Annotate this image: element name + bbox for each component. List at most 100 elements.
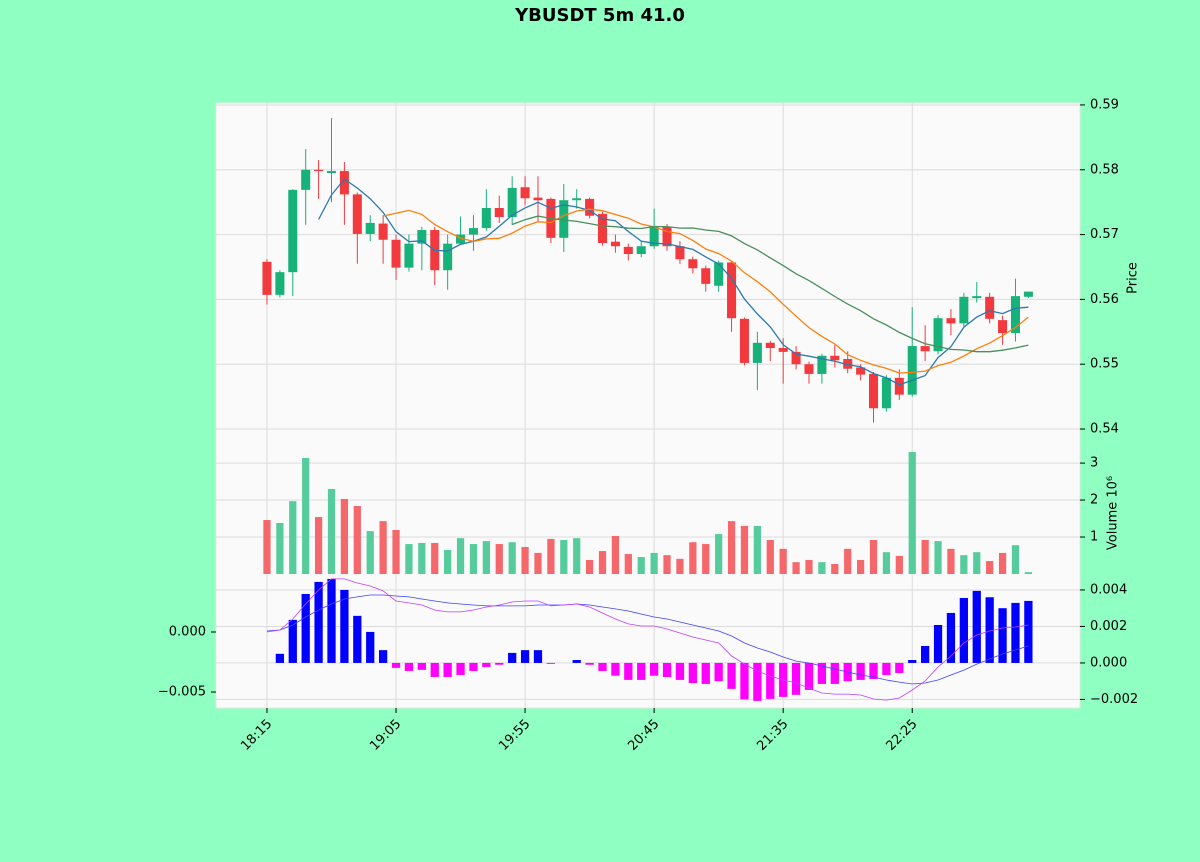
candle-body [933, 318, 943, 352]
candle-body [391, 239, 401, 268]
candle-body [791, 351, 801, 365]
histogram-bar [391, 662, 401, 668]
histogram-bar [701, 662, 710, 684]
histogram-bar [637, 662, 646, 680]
histogram-bar [314, 581, 323, 663]
volume-bar [934, 541, 942, 574]
candle-body [662, 226, 672, 247]
candle-body [275, 272, 285, 295]
histogram-bar [740, 662, 749, 700]
candle-body [727, 262, 737, 319]
candle-body [1010, 296, 1020, 334]
volume-bar [960, 555, 968, 574]
volume-bar [392, 530, 400, 574]
volume-bar [508, 542, 516, 574]
volume-bar [444, 549, 452, 574]
volume-bar [611, 535, 620, 574]
volume-bar [998, 552, 1007, 574]
candle-body [378, 223, 388, 240]
volume-bar [715, 534, 723, 574]
candle-body [959, 296, 969, 324]
volume-bar [986, 561, 994, 574]
histogram-bar [856, 662, 865, 680]
candle-body [817, 355, 827, 374]
histogram-bar [766, 662, 775, 699]
y-tick-label: 0.57 [1090, 227, 1119, 242]
volume-bar [276, 522, 284, 574]
candle-body [856, 367, 866, 375]
histogram-bar [598, 662, 607, 671]
y-tick-label: 0.000 [1090, 655, 1127, 670]
volume-bar [469, 544, 478, 574]
candle-body [985, 296, 995, 319]
candle-body [778, 348, 788, 352]
volume-bar [689, 542, 697, 574]
volume-bar [534, 552, 542, 574]
candle-body [688, 259, 698, 269]
histogram-bar [791, 662, 801, 695]
volume-bar [405, 544, 413, 574]
candle-body [339, 171, 349, 195]
histogram-bar [650, 662, 659, 676]
histogram-bar [869, 662, 878, 679]
histogram-bar [366, 631, 375, 663]
volume-bar [302, 457, 310, 574]
candle-body [572, 198, 582, 201]
volume-bar [947, 548, 955, 574]
candle-body [314, 169, 324, 172]
histogram-bar [1024, 600, 1033, 663]
x-tick-label: 20:45 [625, 717, 662, 754]
histogram-bar [714, 662, 723, 682]
histogram-bar [378, 650, 388, 663]
histogram-bar [946, 612, 956, 663]
histogram-bar [675, 662, 685, 680]
volume-bar [547, 538, 555, 574]
y-tick-label: 2 [1090, 493, 1098, 508]
histogram-bar [546, 662, 556, 664]
volume-bar [650, 552, 658, 574]
line [318, 178, 1029, 386]
y-tick-label: 0.55 [1090, 357, 1119, 372]
histogram-bar [972, 590, 981, 663]
candle-body [636, 246, 646, 255]
candle-body [894, 377, 904, 395]
y-tick-label: 1 [1090, 530, 1098, 545]
candle-body [481, 208, 491, 229]
volume-bar [702, 544, 710, 574]
volume-bar [908, 452, 916, 574]
candle-body [585, 198, 595, 216]
volume-bar [831, 564, 839, 574]
volume-bar [740, 525, 749, 574]
y-tick-label: 0.000 [169, 624, 206, 639]
volume-bar [431, 542, 439, 574]
histogram-bar [688, 662, 697, 684]
candle-body [765, 342, 775, 348]
histogram-bar [817, 662, 827, 684]
volume-bar [766, 539, 774, 574]
histogram-bar [572, 660, 581, 663]
volume-bar [869, 539, 878, 574]
candle-body [881, 377, 891, 409]
histogram-bar [727, 662, 736, 689]
x-tick-label: 21:35 [754, 717, 791, 754]
histogram-bar [998, 608, 1007, 663]
histogram-bar [520, 650, 530, 663]
y-tick-label: 0.58 [1090, 162, 1119, 177]
histogram-bar [882, 662, 891, 675]
candle-body [417, 230, 427, 244]
histogram-bar [353, 615, 362, 663]
volume-bar [663, 555, 671, 574]
volume-bar [637, 556, 645, 574]
candle-body [507, 187, 517, 218]
candle-body [597, 213, 608, 243]
candle-body [443, 243, 453, 271]
histogram-bar [1011, 602, 1020, 663]
candle-body [998, 320, 1008, 334]
candle-body [262, 261, 272, 295]
volume-bar [727, 521, 736, 574]
candle-body [701, 268, 711, 284]
histogram-bar [662, 662, 672, 677]
candle-body [494, 208, 504, 218]
volume-bar [482, 541, 490, 574]
